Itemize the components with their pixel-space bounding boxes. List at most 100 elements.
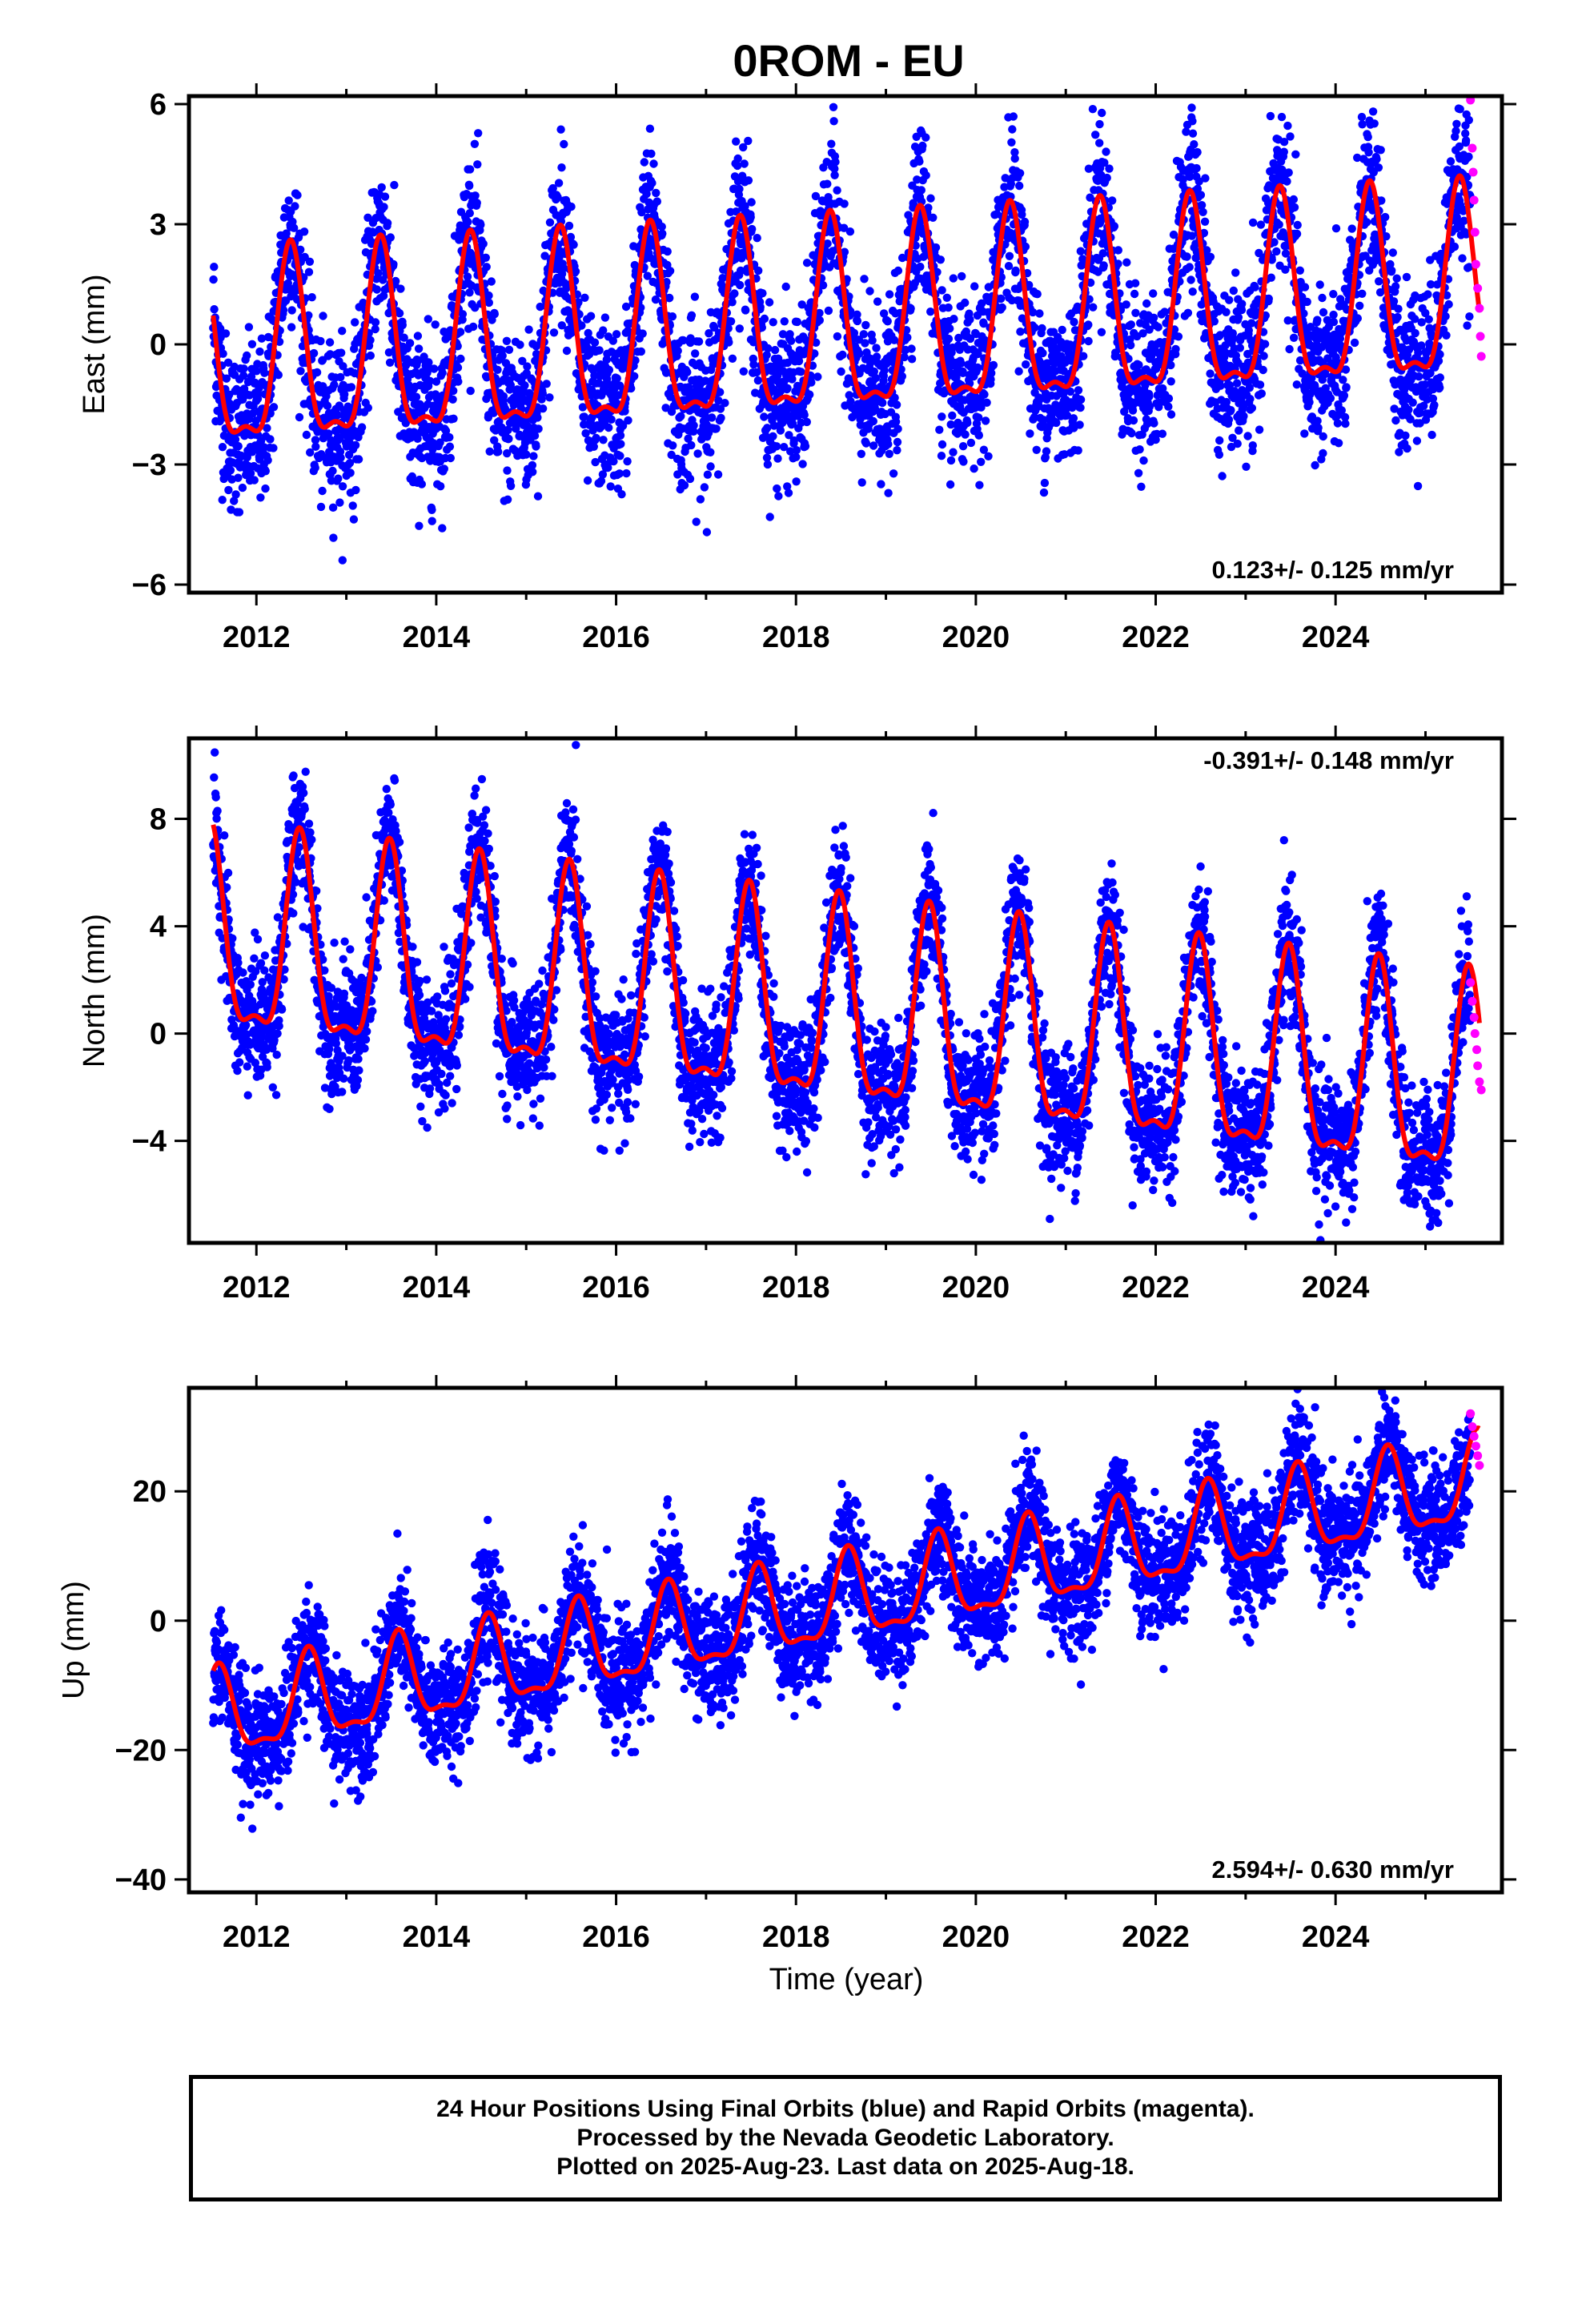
east-final-point bbox=[1084, 336, 1093, 346]
east-final-point bbox=[1164, 402, 1173, 411]
east-final-point bbox=[753, 376, 763, 385]
east-final-point bbox=[865, 287, 874, 296]
east-final-point bbox=[883, 317, 892, 326]
east-final-point bbox=[838, 350, 847, 360]
east-final-point bbox=[244, 323, 254, 332]
east-final-point bbox=[1358, 120, 1367, 129]
east-final-point bbox=[797, 368, 805, 376]
east-final-point bbox=[522, 450, 531, 459]
east-final-point bbox=[349, 515, 359, 524]
east-final-point bbox=[307, 293, 316, 302]
east-final-point bbox=[702, 528, 712, 537]
east-final-point bbox=[238, 483, 247, 493]
east-final-point bbox=[1266, 111, 1275, 121]
east-final-point bbox=[562, 346, 572, 356]
east-final-point bbox=[1007, 138, 1016, 147]
east-final-point bbox=[1231, 268, 1240, 277]
east-final-point bbox=[792, 477, 801, 486]
east-final-point bbox=[218, 443, 227, 452]
east-final-point bbox=[504, 345, 514, 354]
east-final-point bbox=[833, 186, 841, 195]
east-final-point bbox=[345, 458, 355, 468]
east-final-point bbox=[396, 284, 405, 293]
east-final-point bbox=[516, 340, 524, 349]
east-final-point bbox=[1413, 481, 1423, 491]
east-final-point bbox=[649, 159, 658, 168]
east-final-point bbox=[749, 360, 758, 369]
east-final-point bbox=[1358, 289, 1367, 298]
east-final-point bbox=[556, 125, 565, 134]
east-final-point bbox=[741, 306, 750, 315]
east-final-point bbox=[386, 233, 395, 242]
east-final-point bbox=[1289, 195, 1299, 204]
east-final-point bbox=[1412, 436, 1422, 445]
east-final-point bbox=[647, 149, 656, 159]
east-final-point bbox=[494, 447, 503, 456]
east-final-point bbox=[257, 334, 267, 343]
east-final-point bbox=[926, 194, 935, 203]
east-final-point bbox=[693, 449, 702, 458]
east-final-point bbox=[781, 282, 790, 292]
east-final-point bbox=[1267, 273, 1276, 282]
east-final-point bbox=[377, 183, 386, 192]
east-final-point bbox=[309, 348, 319, 358]
east-final-point bbox=[372, 285, 381, 294]
east-final-point bbox=[234, 442, 243, 451]
east-final-point bbox=[247, 372, 256, 381]
east-final-point bbox=[868, 336, 877, 345]
east-final-point bbox=[532, 442, 540, 451]
east-final-point bbox=[845, 227, 855, 236]
east-final-point bbox=[1341, 419, 1350, 428]
east-final-point bbox=[1367, 81, 1375, 89]
east-final-point bbox=[669, 441, 677, 450]
east-final-point bbox=[916, 262, 925, 271]
east-final-point bbox=[926, 308, 935, 316]
east-final-point bbox=[1234, 313, 1243, 322]
east-final-point bbox=[336, 372, 345, 382]
east-final-point bbox=[256, 493, 265, 502]
east-final-point bbox=[1248, 218, 1258, 227]
east-final-point bbox=[287, 306, 296, 315]
east-final-point bbox=[1350, 338, 1359, 348]
east-final-point bbox=[935, 425, 944, 434]
east-final-point bbox=[739, 367, 748, 376]
east-final-point bbox=[1084, 320, 1093, 329]
east-final-point bbox=[776, 426, 785, 435]
east-final-point bbox=[893, 446, 901, 455]
east-final-point bbox=[989, 360, 998, 370]
east-final-point bbox=[687, 311, 697, 320]
east-final-point bbox=[592, 433, 600, 443]
east-final-point bbox=[338, 556, 347, 565]
east-final-point bbox=[449, 414, 458, 423]
east-final-point bbox=[1201, 174, 1210, 183]
east-final-point bbox=[325, 338, 335, 347]
east-final-point bbox=[1329, 317, 1339, 327]
east-final-point bbox=[1196, 191, 1206, 199]
east-final-point bbox=[1069, 414, 1078, 423]
east-final-point bbox=[290, 223, 299, 232]
east-panel: 2012 2014 2016 2018 2020 2022 2024630−3−6East … bbox=[78, 81, 1516, 654]
east-final-point bbox=[765, 298, 774, 307]
east-final-point bbox=[564, 221, 574, 231]
east-final-point bbox=[1342, 383, 1351, 392]
east-final-point bbox=[1058, 325, 1066, 335]
east-final-point bbox=[915, 157, 924, 166]
east-final-point bbox=[436, 482, 445, 491]
east-final-point bbox=[432, 377, 441, 386]
east-final-point bbox=[946, 324, 954, 333]
east-final-point bbox=[1411, 328, 1419, 338]
east-final-point bbox=[944, 334, 954, 344]
east-final-point bbox=[1264, 294, 1274, 304]
east-final-point bbox=[1222, 308, 1231, 316]
east-final-point bbox=[335, 447, 345, 456]
east-final-point bbox=[753, 234, 761, 243]
east-final-point bbox=[606, 482, 615, 491]
east-final-point bbox=[1134, 468, 1143, 477]
east-final-point bbox=[1329, 310, 1338, 320]
east-final-point bbox=[1333, 419, 1343, 428]
east-final-point bbox=[861, 439, 871, 448]
east-final-point bbox=[961, 298, 970, 308]
east-final-point bbox=[337, 348, 346, 357]
east-final-point bbox=[1329, 290, 1338, 299]
east-final-point bbox=[1376, 146, 1385, 155]
